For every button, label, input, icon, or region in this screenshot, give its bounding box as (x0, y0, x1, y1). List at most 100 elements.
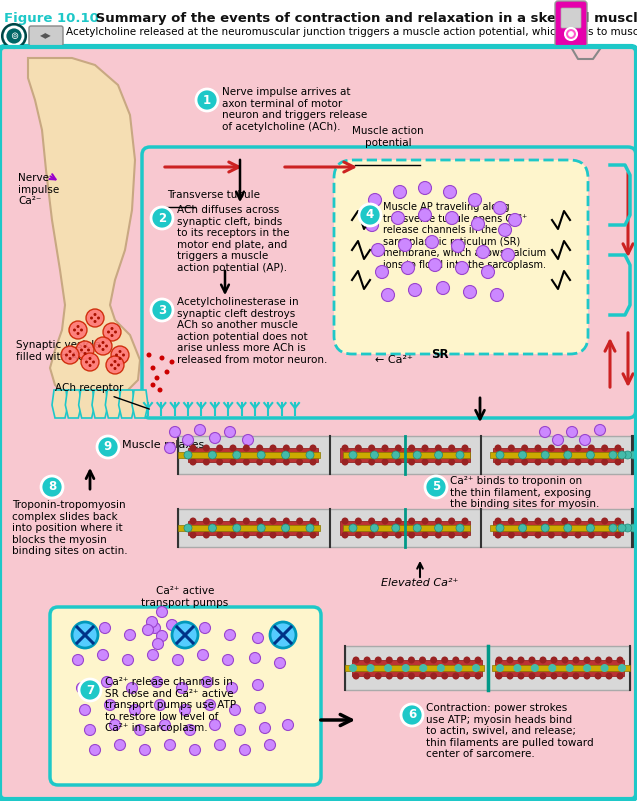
Circle shape (89, 364, 92, 367)
Bar (493, 448, 623, 462)
Circle shape (203, 517, 210, 525)
Circle shape (456, 524, 464, 532)
Circle shape (69, 357, 71, 360)
Circle shape (441, 657, 448, 663)
Circle shape (517, 657, 524, 663)
Circle shape (94, 337, 112, 355)
Circle shape (80, 705, 90, 715)
Circle shape (147, 352, 152, 357)
Circle shape (575, 445, 582, 452)
Circle shape (375, 673, 382, 679)
Text: Synaptic vesicle
filled with ACh: Synaptic vesicle filled with ACh (16, 340, 101, 361)
Text: Figure 10.10: Figure 10.10 (4, 12, 99, 25)
Circle shape (122, 654, 134, 666)
Circle shape (399, 239, 412, 252)
Circle shape (368, 532, 375, 538)
Circle shape (368, 517, 375, 525)
Circle shape (150, 383, 155, 388)
Circle shape (436, 281, 450, 295)
Circle shape (157, 388, 162, 392)
Circle shape (382, 288, 394, 301)
Polygon shape (118, 390, 134, 418)
Circle shape (296, 532, 303, 538)
Circle shape (452, 239, 464, 252)
Circle shape (384, 664, 392, 672)
Circle shape (456, 451, 464, 459)
Circle shape (550, 657, 557, 663)
Circle shape (282, 451, 290, 459)
Bar (343, 525, 470, 531)
Circle shape (233, 524, 241, 532)
Circle shape (386, 657, 393, 663)
Circle shape (310, 517, 317, 525)
Circle shape (264, 739, 275, 751)
Circle shape (310, 532, 317, 538)
Circle shape (210, 719, 220, 731)
Circle shape (370, 524, 378, 532)
Circle shape (422, 458, 429, 465)
Circle shape (601, 664, 608, 672)
Circle shape (413, 524, 421, 532)
Circle shape (114, 331, 117, 333)
Circle shape (382, 445, 389, 452)
Circle shape (83, 345, 87, 348)
Circle shape (575, 458, 582, 465)
Bar (352, 660, 482, 676)
Circle shape (548, 445, 555, 452)
Circle shape (282, 524, 290, 532)
Circle shape (452, 657, 459, 663)
Circle shape (583, 664, 591, 672)
Circle shape (215, 739, 225, 751)
Circle shape (606, 673, 613, 679)
Circle shape (97, 316, 100, 320)
Circle shape (275, 658, 285, 669)
Circle shape (176, 682, 187, 694)
Circle shape (256, 445, 263, 452)
Circle shape (494, 458, 501, 465)
Circle shape (113, 360, 117, 363)
Circle shape (94, 313, 96, 316)
Circle shape (224, 630, 236, 641)
Circle shape (256, 458, 263, 465)
Circle shape (240, 744, 250, 755)
Circle shape (540, 673, 547, 679)
Circle shape (615, 532, 622, 538)
Circle shape (90, 316, 93, 320)
Circle shape (201, 677, 213, 687)
Circle shape (573, 657, 580, 663)
Circle shape (124, 630, 136, 641)
Circle shape (401, 704, 423, 726)
Circle shape (189, 517, 196, 525)
Circle shape (216, 458, 223, 465)
Circle shape (250, 653, 261, 663)
Circle shape (521, 458, 528, 465)
Circle shape (506, 657, 513, 663)
Text: ACh receptor: ACh receptor (55, 383, 150, 409)
Circle shape (408, 532, 415, 538)
Circle shape (80, 328, 83, 332)
Circle shape (208, 524, 217, 532)
Circle shape (189, 458, 196, 465)
Circle shape (382, 517, 389, 525)
Circle shape (81, 353, 99, 371)
Circle shape (394, 186, 406, 199)
Circle shape (490, 288, 503, 301)
Circle shape (184, 524, 192, 532)
Circle shape (233, 451, 241, 459)
Circle shape (118, 357, 122, 360)
Circle shape (408, 284, 422, 296)
Text: ◀▶: ◀▶ (40, 31, 52, 41)
Circle shape (364, 657, 371, 663)
Circle shape (508, 532, 515, 538)
Circle shape (203, 445, 210, 452)
Circle shape (283, 458, 290, 465)
Circle shape (408, 445, 415, 452)
Circle shape (472, 664, 480, 672)
Circle shape (182, 434, 194, 445)
Circle shape (513, 664, 522, 672)
Circle shape (568, 31, 573, 37)
Circle shape (355, 532, 362, 538)
Text: Ca²⁺ active
transport pumps: Ca²⁺ active transport pumps (141, 586, 229, 608)
Circle shape (180, 705, 190, 715)
Bar (188, 521, 318, 535)
